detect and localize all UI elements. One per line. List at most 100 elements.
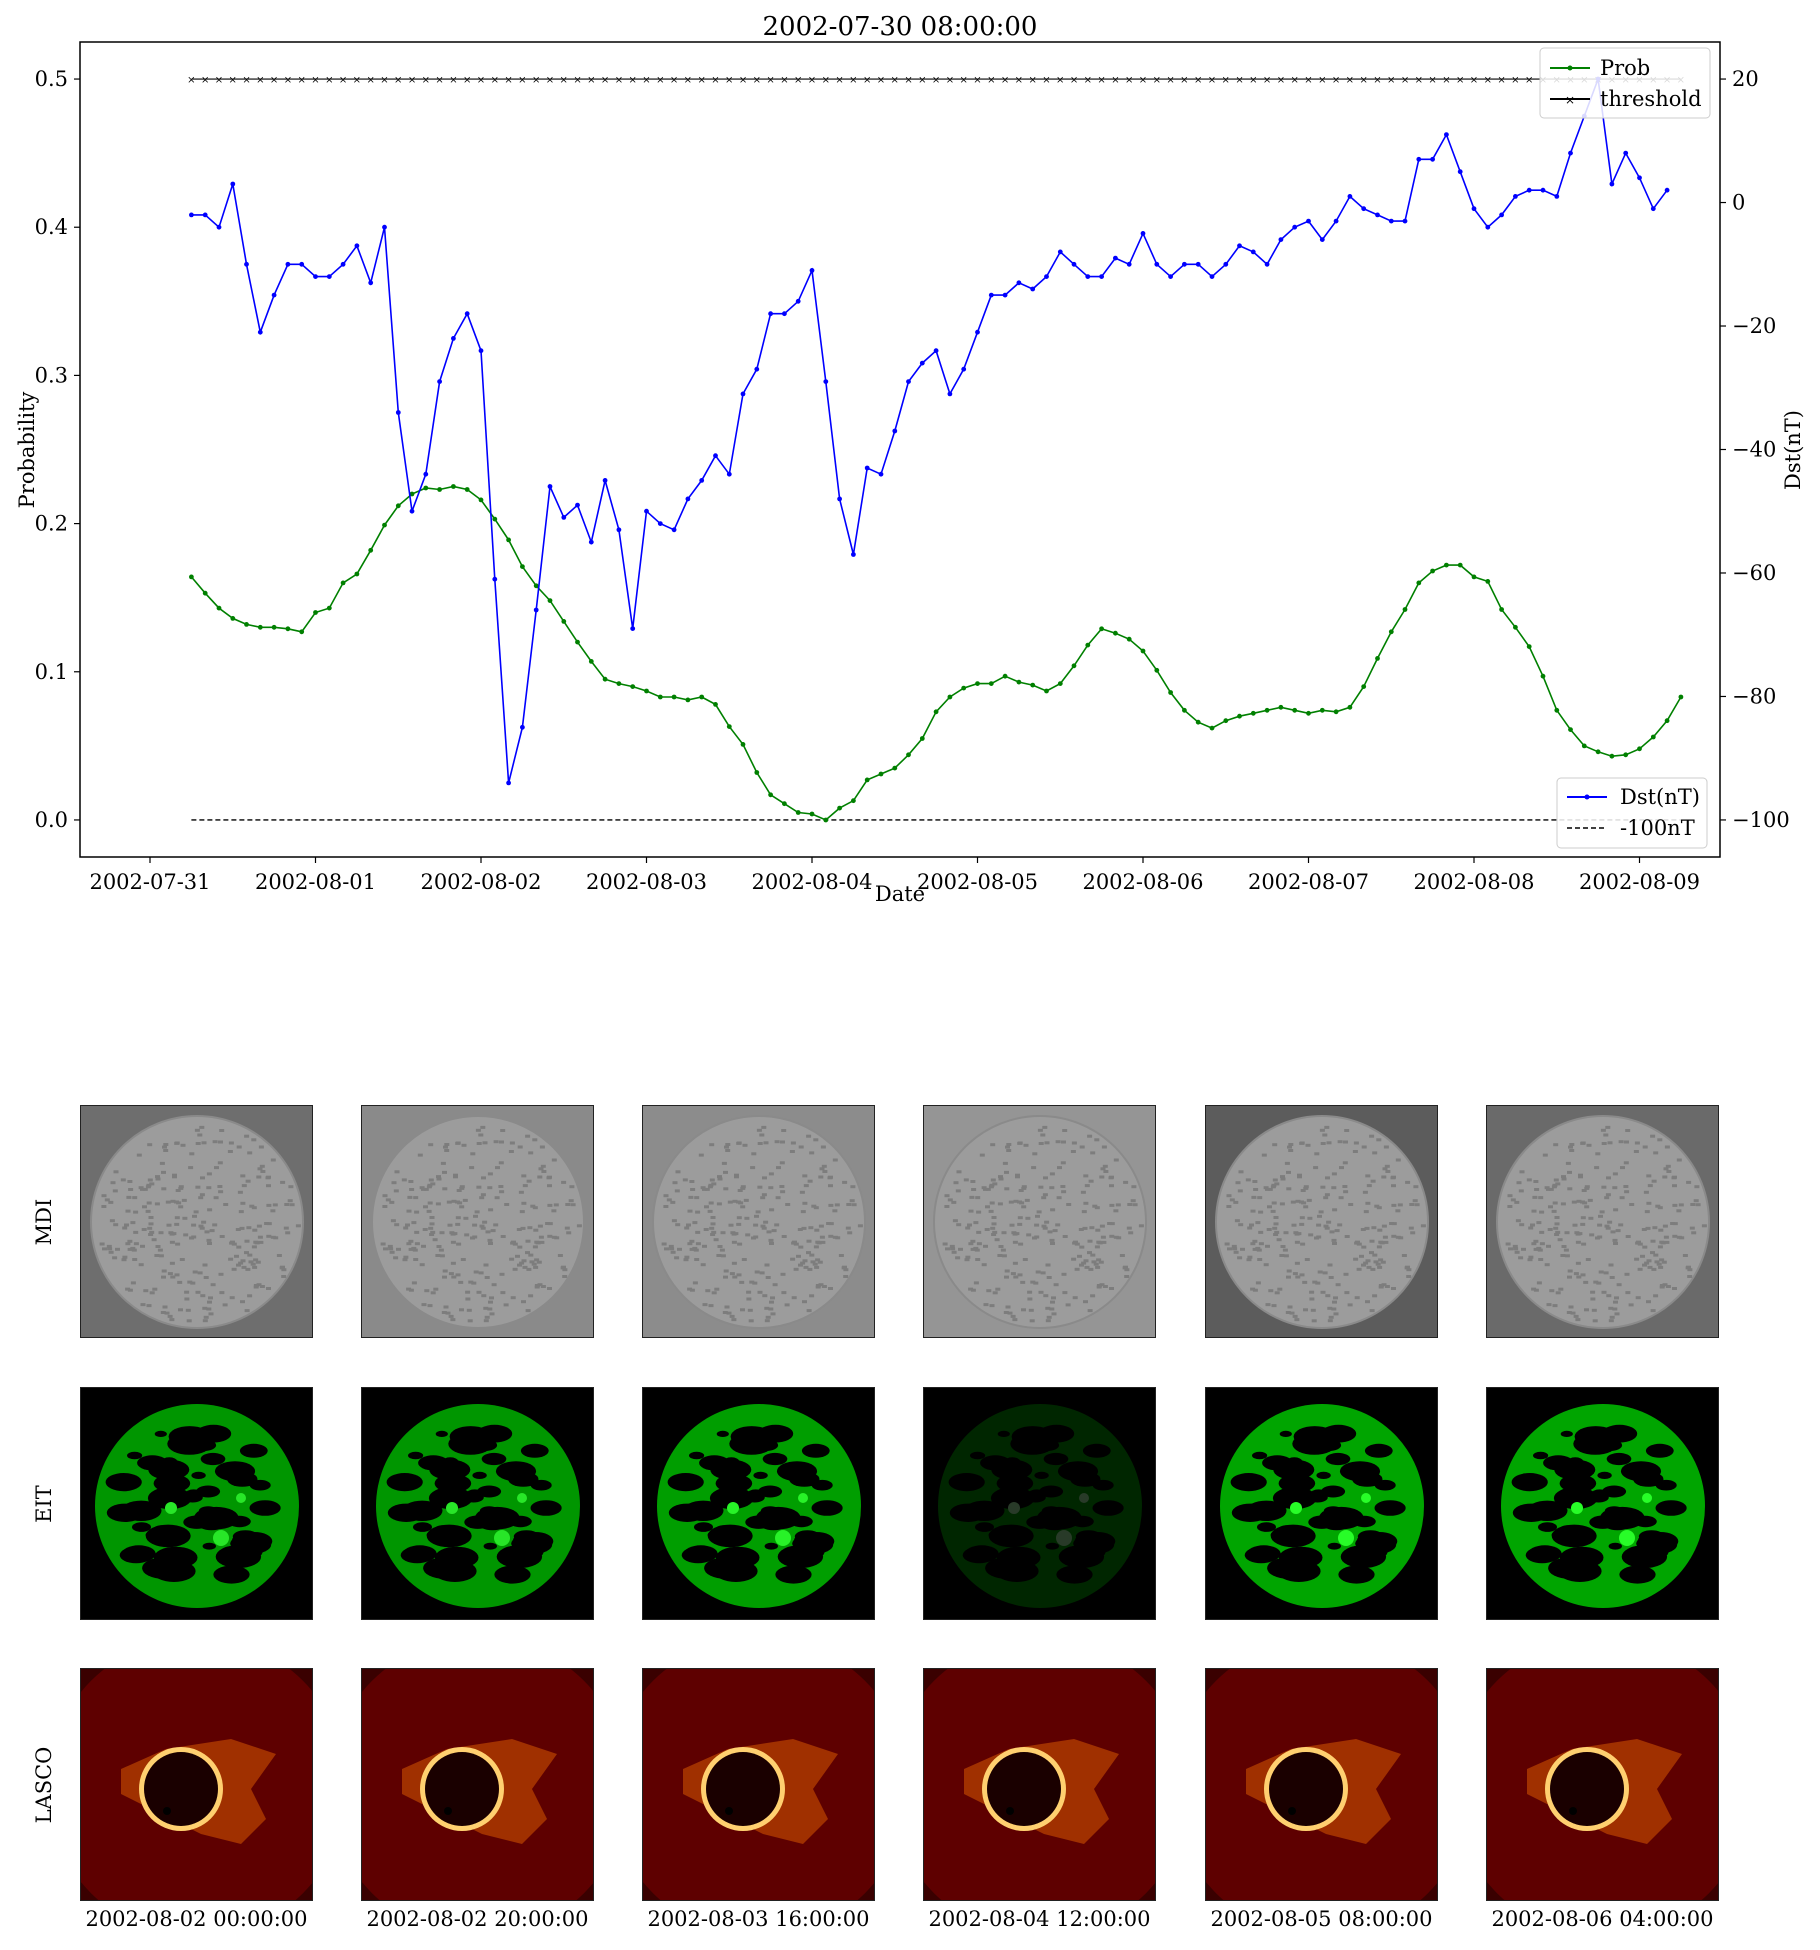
- prob-point: [464, 487, 470, 492]
- prob-point: [1016, 679, 1022, 685]
- prob-point: [244, 622, 249, 627]
- threshold-marker: ×: [835, 75, 843, 86]
- mdi-image: [361, 1105, 594, 1338]
- threshold-marker: ×: [573, 75, 581, 86]
- dst-point: [533, 607, 539, 613]
- dst-point: [1471, 206, 1477, 212]
- dst-point: [1513, 194, 1518, 199]
- threshold-marker: ×: [353, 75, 361, 86]
- threshold-marker: ×: [1428, 75, 1436, 86]
- threshold-marker: ×: [187, 75, 195, 86]
- mdi-image: [80, 1105, 313, 1338]
- probability-dst-chart: 2002-07-30 08:00:00 2002-07-31 2002-08-01…: [15, 12, 1805, 906]
- dst-point: [1030, 286, 1036, 292]
- prob-point: [1416, 580, 1422, 586]
- prob-point: [1154, 667, 1160, 673]
- prob-point: [492, 516, 498, 522]
- threshold-marker: ×: [366, 75, 374, 86]
- threshold-marker: ×: [960, 75, 968, 86]
- dst-point: [657, 521, 663, 526]
- prob-point: [768, 792, 773, 798]
- chart-title: 2002-07-30 08:00:00: [763, 12, 1038, 42]
- threshold-marker: ×: [1277, 75, 1285, 86]
- y-left-tick-label: 0.4: [35, 215, 68, 239]
- dst-point: [257, 329, 263, 335]
- dst-point: [961, 366, 967, 372]
- dst-point: [1237, 243, 1242, 249]
- legend-threshold-label: threshold: [1600, 87, 1702, 111]
- dst-point: [988, 292, 994, 298]
- dst-point: [423, 471, 429, 477]
- image-date-label: 2002-08-02 20:00:00: [366, 1907, 589, 1931]
- x-tick-label: 2002-07-31: [89, 870, 210, 894]
- prob-point: [478, 497, 484, 503]
- y-right-tick-label: −60: [1732, 561, 1776, 585]
- dst-point: [933, 348, 939, 354]
- threshold-marker: ×: [918, 75, 926, 86]
- dst-point: [1044, 274, 1049, 279]
- prob-point: [809, 811, 815, 817]
- dst-point: [1057, 249, 1063, 255]
- dst-point: [754, 366, 760, 372]
- prob-point: [1526, 644, 1532, 649]
- x-tick-label: 2002-08-07: [1248, 870, 1369, 894]
- threshold-marker: ×: [904, 75, 912, 86]
- dst-point: [340, 261, 346, 267]
- threshold-marker: ×: [1153, 75, 1161, 86]
- threshold-marker: ×: [891, 75, 899, 86]
- dst-point: [713, 453, 718, 459]
- threshold-marker: ×: [1401, 75, 1409, 86]
- image-date-label: 2002-08-06 04:00:00: [1491, 1907, 1714, 1931]
- dst-series-line: [191, 78, 1668, 784]
- dst-point: [216, 224, 222, 230]
- threshold-marker: ×: [684, 75, 692, 86]
- dst-point: [189, 212, 194, 218]
- prob-point: [561, 619, 567, 624]
- prob-point: [851, 798, 856, 804]
- prob-point: [685, 697, 691, 703]
- dst-point: [1485, 224, 1491, 230]
- prob-point: [1457, 562, 1463, 568]
- prob-point: [520, 564, 525, 569]
- dst-point: [1664, 187, 1670, 193]
- mdi-image: [923, 1105, 1156, 1338]
- prob-point: [630, 684, 636, 689]
- dst-point: [1623, 150, 1629, 156]
- lasco-image: [1486, 1668, 1719, 1901]
- prob-point: [1581, 743, 1587, 749]
- prob-point: [1306, 710, 1311, 716]
- dst-point: [1361, 206, 1367, 212]
- prob-point: [326, 605, 332, 611]
- prob-point: [340, 580, 346, 586]
- dst-point: [1099, 274, 1104, 279]
- prob-point: [354, 571, 360, 577]
- dst-point: [906, 379, 911, 384]
- prob-point: [782, 801, 787, 807]
- y-left-tick-label: 0.0: [35, 808, 68, 832]
- dst-point: [1526, 187, 1532, 193]
- threshold-marker: ×: [1456, 75, 1464, 86]
- dst-point: [588, 539, 594, 545]
- dst-point: [1071, 261, 1077, 267]
- x-tick-label: 2002-08-06: [1082, 870, 1203, 894]
- threshold-marker: ×: [670, 75, 678, 86]
- dst-point: [1347, 194, 1353, 199]
- x-axis-label: Date: [875, 882, 925, 906]
- threshold-marker: ×: [1442, 75, 1450, 86]
- prob-point: [588, 659, 594, 664]
- threshold-marker: ×: [1194, 75, 1202, 86]
- prob-point: [1347, 704, 1353, 710]
- prob-point: [506, 537, 511, 543]
- threshold-marker: ×: [1470, 75, 1478, 86]
- threshold-marker: ×: [1373, 75, 1381, 86]
- threshold-marker: ×: [711, 75, 719, 86]
- threshold-marker: ×: [987, 75, 995, 86]
- prob-point: [1250, 710, 1256, 716]
- threshold-marker: ×: [1415, 75, 1423, 86]
- y-right-tick-label: −100: [1732, 808, 1790, 832]
- prob-point: [1361, 684, 1367, 689]
- dst-point: [244, 261, 249, 267]
- threshold-marker: ×: [932, 75, 940, 86]
- prob-point: [1168, 690, 1173, 695]
- dst-point: [575, 502, 580, 508]
